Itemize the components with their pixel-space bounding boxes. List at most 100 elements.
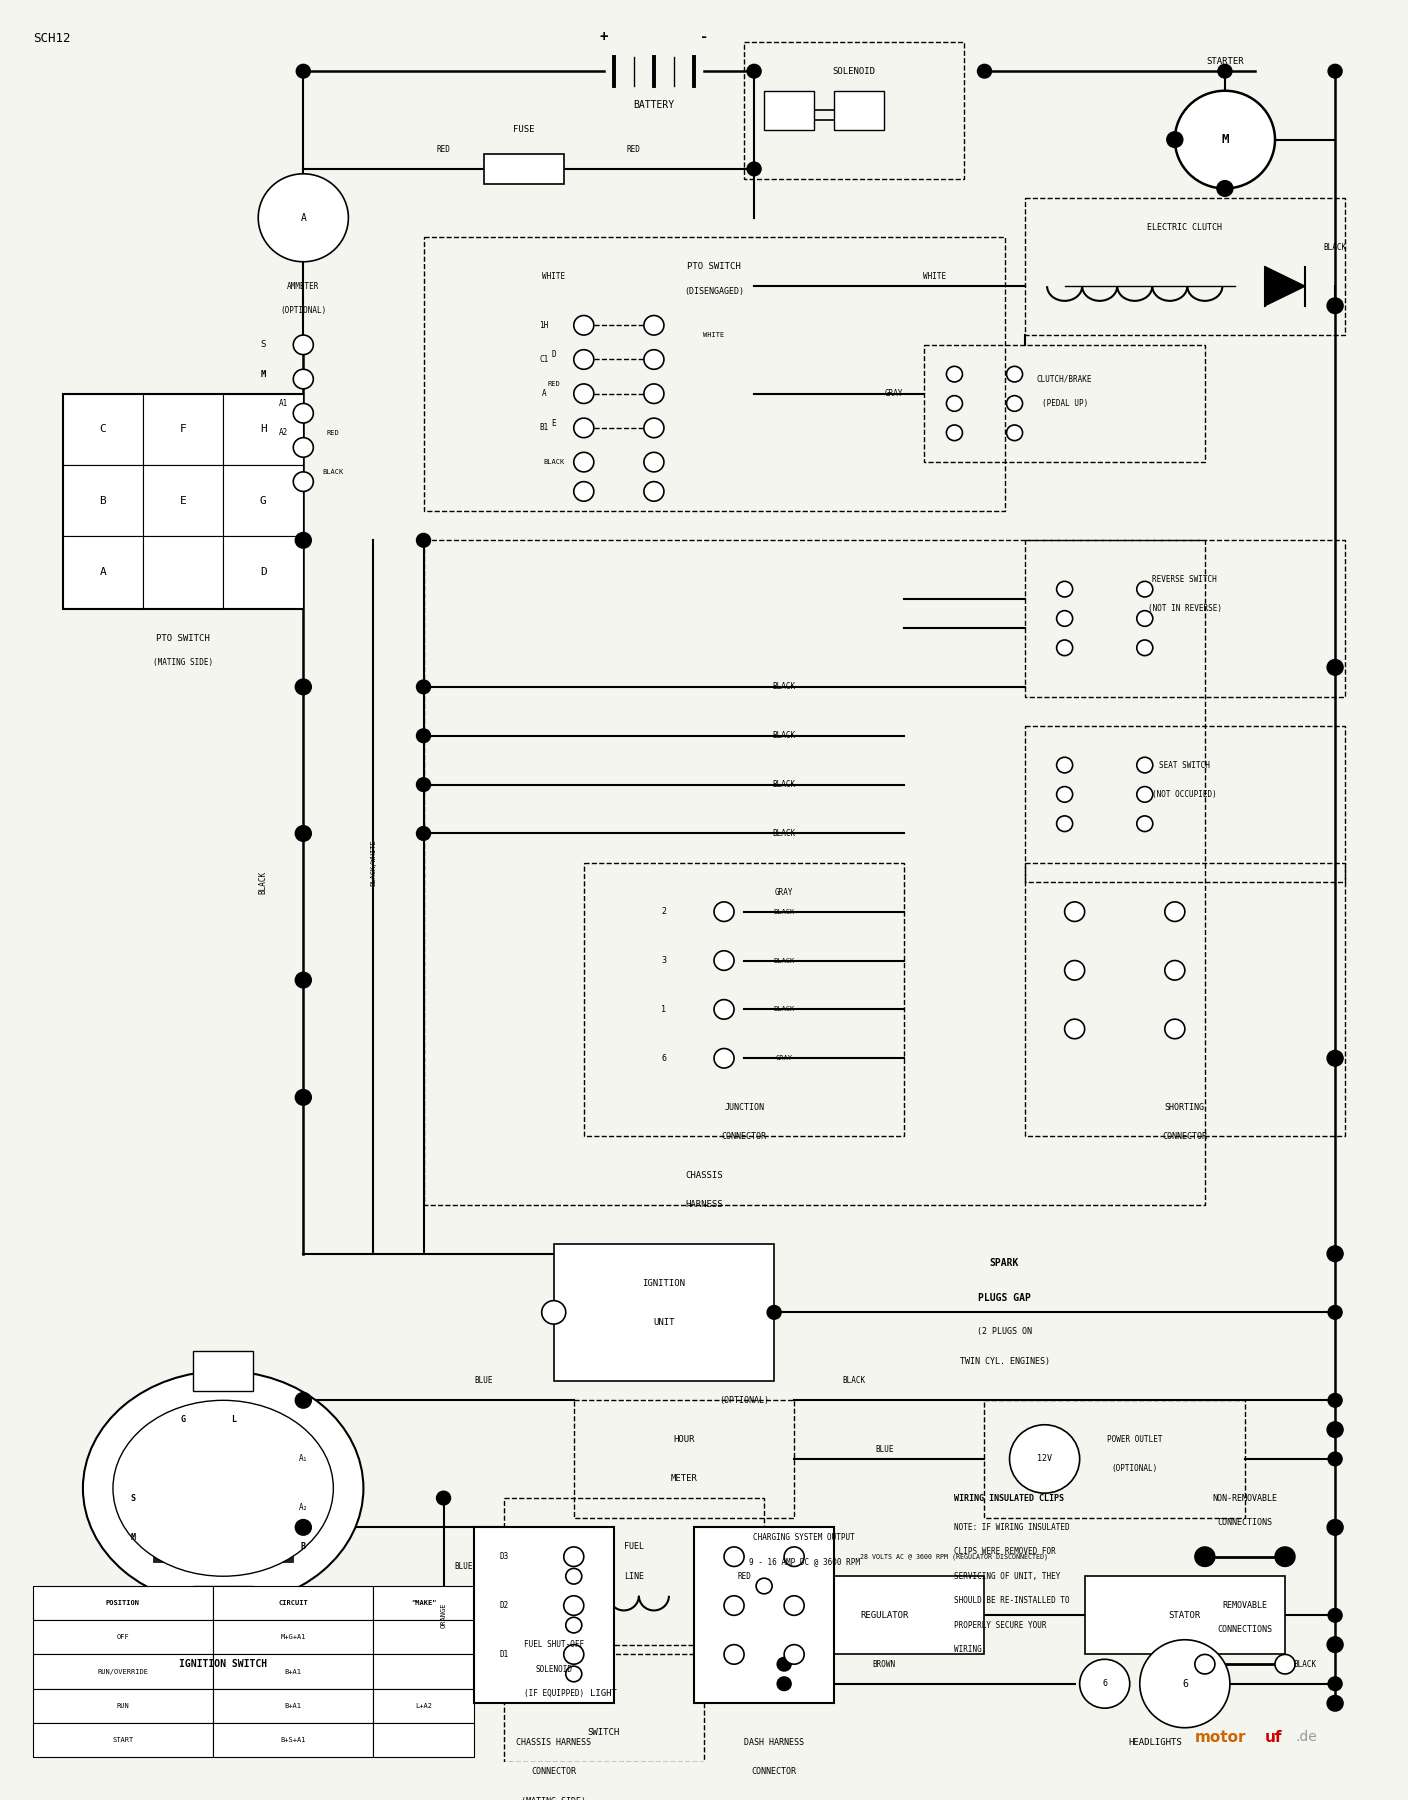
Bar bbox=[373, 1723, 473, 1757]
Circle shape bbox=[417, 778, 431, 792]
Text: SCH12: SCH12 bbox=[32, 32, 70, 45]
Text: (MATING SIDE): (MATING SIDE) bbox=[521, 1796, 586, 1800]
Circle shape bbox=[1328, 1453, 1342, 1465]
Circle shape bbox=[1217, 180, 1233, 196]
Text: SPARK: SPARK bbox=[990, 1258, 1019, 1269]
Circle shape bbox=[724, 1597, 743, 1615]
Circle shape bbox=[1328, 1305, 1342, 1319]
Text: B1: B1 bbox=[539, 423, 548, 432]
Bar bbox=[1025, 198, 1345, 335]
Text: SOLENOID: SOLENOID bbox=[832, 67, 876, 76]
Circle shape bbox=[1056, 641, 1073, 655]
Bar bbox=[32, 1620, 213, 1654]
Circle shape bbox=[1056, 815, 1073, 832]
Circle shape bbox=[296, 1089, 311, 1105]
Bar bbox=[213, 1688, 373, 1723]
Text: (IF EQUIPPED): (IF EQUIPPED) bbox=[524, 1688, 584, 1697]
Bar bbox=[193, 1352, 253, 1391]
Circle shape bbox=[566, 1667, 582, 1681]
Bar bbox=[222, 464, 303, 536]
Bar bbox=[473, 1528, 614, 1703]
Bar bbox=[222, 536, 303, 608]
Text: LIGHT: LIGHT bbox=[590, 1688, 617, 1697]
Polygon shape bbox=[1264, 266, 1305, 306]
Circle shape bbox=[748, 65, 762, 77]
Text: D: D bbox=[552, 351, 556, 360]
Text: F: F bbox=[180, 425, 186, 434]
Circle shape bbox=[1328, 1246, 1343, 1262]
Circle shape bbox=[1195, 1546, 1215, 1566]
Bar bbox=[504, 1645, 704, 1762]
Bar bbox=[984, 1400, 1245, 1517]
Text: BLACK: BLACK bbox=[773, 958, 794, 963]
Text: HARNESS: HARNESS bbox=[686, 1201, 722, 1210]
Bar bbox=[213, 1654, 373, 1688]
Text: HOUR: HOUR bbox=[673, 1435, 694, 1444]
Text: E: E bbox=[552, 419, 556, 428]
Text: M+G+A1: M+G+A1 bbox=[280, 1634, 306, 1640]
Text: CHASSIS HARNESS: CHASSIS HARNESS bbox=[517, 1737, 591, 1746]
Circle shape bbox=[643, 418, 665, 437]
Text: CHASSIS: CHASSIS bbox=[686, 1172, 722, 1181]
Text: CONNECTOR: CONNECTOR bbox=[1163, 1132, 1207, 1141]
Bar bbox=[694, 1528, 834, 1703]
Bar bbox=[834, 90, 884, 130]
Text: FUEL: FUEL bbox=[624, 1543, 643, 1552]
Text: BLACK: BLACK bbox=[259, 871, 268, 895]
Circle shape bbox=[1195, 1654, 1215, 1674]
Text: -: - bbox=[700, 31, 708, 43]
Text: PLUGS GAP: PLUGS GAP bbox=[979, 1292, 1031, 1303]
Text: (NOT OCCUPIED): (NOT OCCUPIED) bbox=[1153, 790, 1217, 799]
Circle shape bbox=[1139, 1640, 1231, 1728]
Text: NON-REMOVABLE: NON-REMOVABLE bbox=[1212, 1494, 1277, 1503]
Text: BLACK: BLACK bbox=[322, 468, 344, 475]
Text: BROWN: BROWN bbox=[873, 1660, 895, 1669]
Circle shape bbox=[293, 369, 314, 389]
Text: G: G bbox=[260, 495, 266, 506]
Text: B+A1: B+A1 bbox=[284, 1669, 301, 1674]
Text: B: B bbox=[100, 495, 107, 506]
Bar bbox=[32, 1723, 213, 1757]
Text: WHITE: WHITE bbox=[542, 272, 565, 281]
Text: TWIN CYL. ENGINES): TWIN CYL. ENGINES) bbox=[959, 1357, 1049, 1366]
Circle shape bbox=[296, 679, 311, 695]
Bar bbox=[144, 394, 222, 464]
Text: WIRING INSULATED CLIPS: WIRING INSULATED CLIPS bbox=[955, 1494, 1064, 1503]
Circle shape bbox=[1276, 1546, 1295, 1566]
Circle shape bbox=[417, 729, 431, 743]
Circle shape bbox=[1136, 787, 1153, 803]
Text: 6: 6 bbox=[662, 1053, 666, 1062]
Text: D1: D1 bbox=[498, 1651, 508, 1660]
Text: .de: .de bbox=[1295, 1730, 1316, 1744]
Text: AMMETER: AMMETER bbox=[287, 281, 320, 290]
Text: IGNITION SWITCH: IGNITION SWITCH bbox=[179, 1660, 268, 1669]
Bar bbox=[424, 238, 1004, 511]
Text: C1: C1 bbox=[539, 355, 548, 364]
Text: WIRING.: WIRING. bbox=[955, 1645, 987, 1654]
Circle shape bbox=[563, 1645, 584, 1665]
Text: CIRCUIT: CIRCUIT bbox=[279, 1600, 308, 1606]
Text: B+S+A1: B+S+A1 bbox=[280, 1737, 306, 1742]
Circle shape bbox=[258, 175, 348, 261]
Circle shape bbox=[574, 383, 594, 403]
Text: CLUTCH/BRAKE: CLUTCH/BRAKE bbox=[1036, 374, 1093, 383]
Text: SERVICING OF UNIT, THEY: SERVICING OF UNIT, THEY bbox=[955, 1571, 1060, 1580]
Bar bbox=[584, 862, 904, 1136]
Text: ELECTRIC CLUTCH: ELECTRIC CLUTCH bbox=[1148, 223, 1222, 232]
Text: S: S bbox=[260, 340, 266, 349]
Bar bbox=[193, 1586, 253, 1625]
Circle shape bbox=[643, 315, 665, 335]
Bar bbox=[222, 394, 303, 464]
Text: (DISENGAGED): (DISENGAGED) bbox=[684, 286, 743, 295]
Text: REVERSE SWITCH: REVERSE SWITCH bbox=[1153, 574, 1217, 583]
Circle shape bbox=[714, 999, 734, 1019]
Text: S: S bbox=[131, 1494, 135, 1503]
Text: WHITE: WHITE bbox=[922, 272, 946, 281]
Text: RED: RED bbox=[627, 144, 641, 153]
Ellipse shape bbox=[83, 1372, 363, 1606]
Bar bbox=[925, 346, 1205, 463]
Circle shape bbox=[1007, 425, 1022, 441]
Text: PTO SWITCH: PTO SWITCH bbox=[687, 263, 741, 272]
Circle shape bbox=[574, 482, 594, 500]
Bar bbox=[1025, 725, 1345, 882]
